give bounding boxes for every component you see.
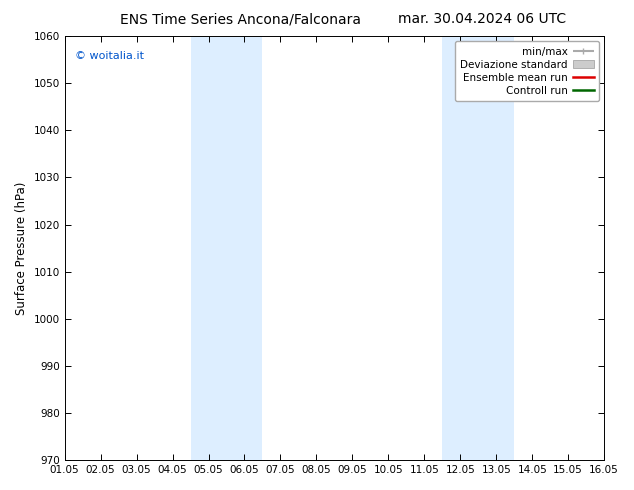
Text: © woitalia.it: © woitalia.it [75, 51, 145, 61]
Bar [191, 36, 262, 460]
Text: mar. 30.04.2024 06 UTC: mar. 30.04.2024 06 UTC [398, 12, 566, 26]
Legend: min/max, Deviazione standard, Ensemble mean run, Controll run: min/max, Deviazione standard, Ensemble m… [455, 41, 599, 101]
Text: ENS Time Series Ancona/Falconara: ENS Time Series Ancona/Falconara [120, 12, 361, 26]
Y-axis label: Surface Pressure (hPa): Surface Pressure (hPa) [15, 181, 28, 315]
Bar [443, 36, 514, 460]
